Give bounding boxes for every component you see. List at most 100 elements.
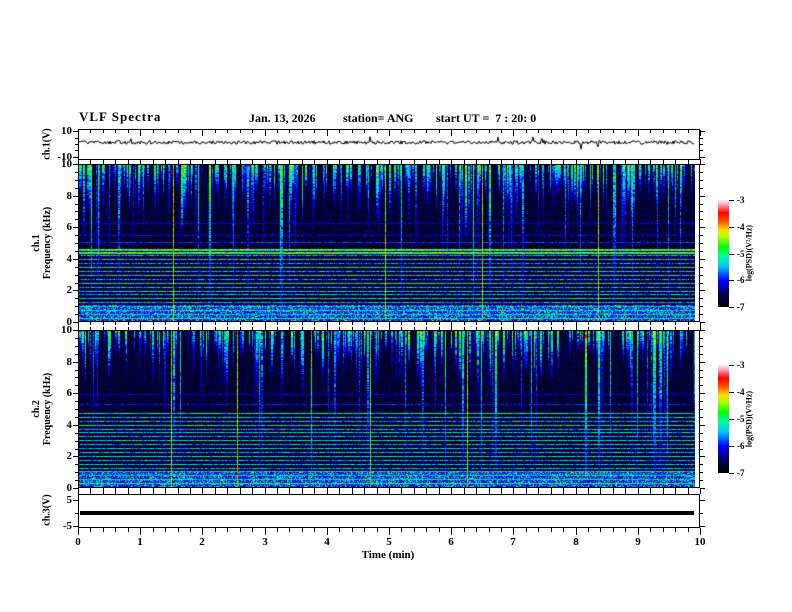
tick-mark [73, 526, 78, 527]
colorbar-tick-label: -4 [737, 387, 745, 397]
tick-mark [700, 377, 703, 378]
tick-mark [729, 419, 734, 420]
tick-mark [675, 322, 676, 325]
tick-mark [513, 159, 514, 164]
tick-mark [140, 528, 141, 535]
tick-mark [252, 528, 253, 532]
tick-mark [688, 161, 689, 164]
tick-mark [588, 488, 589, 491]
time-axis-label: Time (min) [361, 549, 415, 561]
tick-mark [178, 161, 179, 164]
ch2-spectrogram-panel [78, 330, 700, 488]
tick-mark [700, 526, 705, 527]
tick-mark [439, 528, 440, 532]
freq-tick-label: 8 [66, 356, 73, 368]
freq-tick-label: 4 [66, 253, 73, 265]
tick-mark [600, 327, 601, 330]
tick-mark [364, 322, 365, 325]
ch1-label-line1: ch.1 [31, 234, 42, 252]
tick-mark [638, 325, 639, 330]
tick-mark [414, 488, 415, 491]
tick-mark [153, 322, 154, 325]
freq-tick-label: 0 [66, 482, 73, 494]
tick-mark [75, 480, 78, 481]
tick-mark [75, 283, 78, 284]
tick-mark [625, 161, 626, 164]
tick-mark [600, 322, 601, 325]
tick-mark [302, 528, 303, 532]
tick-mark [302, 491, 303, 494]
tick-mark [240, 528, 241, 532]
tick-mark [501, 327, 502, 330]
tick-mark [501, 528, 502, 532]
tick-mark [489, 491, 490, 494]
tick-mark [75, 464, 78, 465]
tick-mark [327, 159, 328, 164]
tick-mark [364, 130, 365, 133]
tick-mark [551, 491, 552, 494]
tick-mark [75, 513, 78, 514]
tick-mark [190, 161, 191, 164]
tick-mark [215, 322, 216, 325]
tick-mark [600, 528, 601, 532]
tick-mark [439, 327, 440, 330]
tick-mark [650, 488, 651, 491]
tick-mark [75, 385, 78, 386]
tick-mark [638, 322, 639, 327]
tick-mark [675, 130, 676, 133]
tick-mark [700, 150, 703, 151]
tick-mark [115, 327, 116, 330]
tick-mark [613, 488, 614, 491]
tick-mark [289, 327, 290, 330]
tick-mark [90, 491, 91, 494]
freq-tick-label: 6 [66, 387, 73, 399]
tick-mark [103, 161, 104, 164]
tick-mark [426, 161, 427, 164]
station-label: station= ANG [343, 111, 414, 125]
tick-mark [227, 161, 228, 164]
tick-mark [252, 130, 253, 133]
tick-mark [227, 528, 228, 532]
tick-mark [526, 130, 527, 133]
tick-mark [663, 528, 664, 532]
tick-mark [526, 528, 527, 532]
tick-mark [401, 161, 402, 164]
tick-mark [90, 327, 91, 330]
tick-mark [451, 130, 452, 136]
time-tick-label: 7 [510, 536, 516, 548]
tick-mark [73, 227, 78, 228]
tick-mark [700, 464, 703, 465]
tick-mark [688, 488, 689, 491]
tick-mark [700, 472, 703, 473]
tick-mark [688, 130, 689, 133]
tick-mark [289, 491, 290, 494]
tick-mark [339, 327, 340, 330]
tick-mark [588, 130, 589, 133]
tick-mark [526, 161, 527, 164]
tick-mark [700, 159, 701, 164]
tick-mark [650, 528, 651, 532]
tick-mark [700, 314, 703, 315]
tick-mark [240, 322, 241, 325]
tick-mark [240, 491, 241, 494]
tick-mark [75, 267, 78, 268]
tick-mark [165, 130, 166, 133]
tick-mark [140, 489, 141, 494]
tick-mark [215, 528, 216, 532]
tick-mark [302, 322, 303, 325]
tick-mark [538, 327, 539, 330]
colorbar-tick-label: -7 [737, 302, 745, 312]
tick-mark [675, 327, 676, 330]
tick-mark [314, 322, 315, 325]
tick-mark [314, 528, 315, 532]
tick-mark [451, 489, 452, 494]
tick-mark [426, 528, 427, 532]
tick-mark [252, 322, 253, 325]
tick-mark [700, 325, 701, 330]
tick-mark [190, 528, 191, 532]
tick-mark [551, 322, 552, 325]
tick-mark [252, 488, 253, 491]
freq-tick-label: 0 [66, 316, 73, 328]
tick-mark [563, 130, 564, 133]
tick-mark [700, 306, 703, 307]
